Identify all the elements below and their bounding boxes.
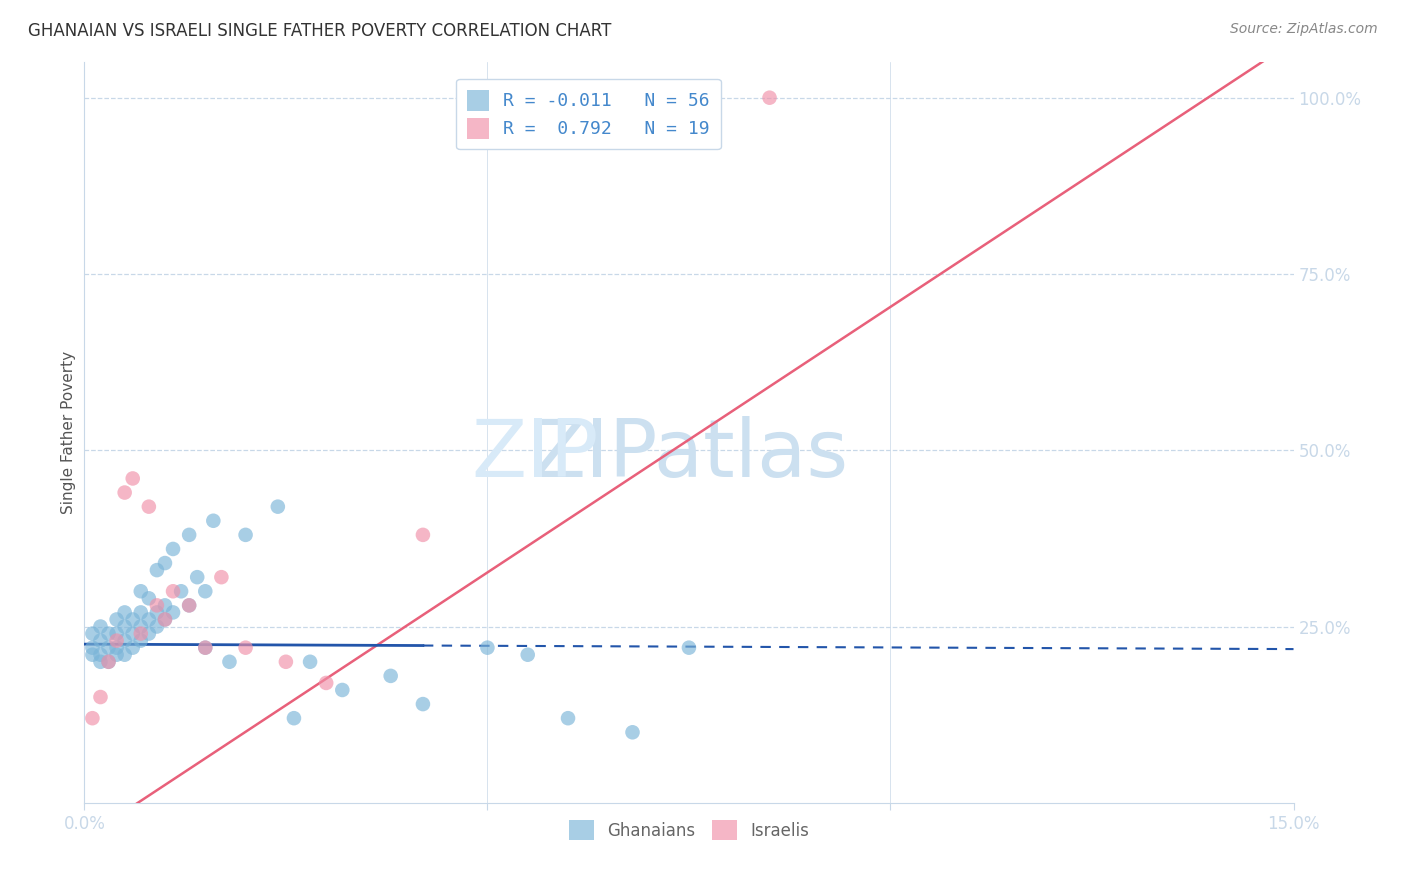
Point — [138, 591, 160, 606]
Point — [138, 500, 160, 514]
Point — [138, 626, 160, 640]
Point — [105, 626, 128, 640]
Point — [146, 606, 169, 620]
Point — [121, 471, 143, 485]
Point — [114, 485, 136, 500]
Point — [153, 612, 176, 626]
Point — [235, 528, 257, 542]
Point — [412, 528, 434, 542]
Point — [121, 612, 143, 626]
Point — [105, 640, 128, 655]
Point — [146, 619, 169, 633]
Point — [82, 711, 104, 725]
Point — [299, 655, 322, 669]
Point — [162, 584, 184, 599]
Point — [162, 541, 184, 556]
Point — [209, 570, 232, 584]
Point — [114, 606, 136, 620]
Point — [129, 584, 152, 599]
Point — [97, 655, 120, 669]
Point — [129, 606, 152, 620]
Point — [194, 584, 217, 599]
Point — [129, 633, 152, 648]
Point — [153, 556, 176, 570]
Point — [82, 640, 104, 655]
Point — [218, 655, 240, 669]
Point — [129, 626, 152, 640]
Point — [162, 606, 184, 620]
Point — [170, 584, 193, 599]
Point — [114, 633, 136, 648]
Point — [678, 640, 700, 655]
Point — [89, 633, 111, 648]
Point — [153, 612, 176, 626]
Point — [121, 626, 143, 640]
Text: ZIP: ZIP — [471, 416, 599, 494]
Point — [621, 725, 644, 739]
Point — [477, 640, 499, 655]
Point — [105, 648, 128, 662]
Point — [105, 633, 128, 648]
Point — [235, 640, 257, 655]
Point — [97, 655, 120, 669]
Point — [758, 91, 780, 105]
Point — [153, 599, 176, 613]
Point — [146, 563, 169, 577]
Point — [412, 697, 434, 711]
Point — [97, 626, 120, 640]
Point — [202, 514, 225, 528]
Text: GHANAIAN VS ISRAELI SINGLE FATHER POVERTY CORRELATION CHART: GHANAIAN VS ISRAELI SINGLE FATHER POVERT… — [28, 22, 612, 40]
Point — [82, 648, 104, 662]
Point — [179, 528, 201, 542]
Y-axis label: Single Father Poverty: Single Father Poverty — [60, 351, 76, 514]
Point — [194, 640, 217, 655]
Point — [179, 599, 201, 613]
Point — [114, 648, 136, 662]
Point — [89, 619, 111, 633]
Point — [89, 690, 111, 704]
Legend: Ghanaians, Israelis: Ghanaians, Israelis — [562, 814, 815, 847]
Point — [138, 612, 160, 626]
Point — [179, 599, 201, 613]
Point — [97, 640, 120, 655]
Point — [557, 711, 579, 725]
Point — [105, 612, 128, 626]
Point — [89, 655, 111, 669]
Point — [82, 626, 104, 640]
Point — [330, 683, 353, 698]
Point — [186, 570, 208, 584]
Point — [283, 711, 305, 725]
Point — [129, 619, 152, 633]
Point — [121, 640, 143, 655]
Point — [89, 648, 111, 662]
Point — [114, 619, 136, 633]
Point — [146, 599, 169, 613]
Point — [315, 676, 337, 690]
Point — [274, 655, 297, 669]
Text: Source: ZipAtlas.com: Source: ZipAtlas.com — [1230, 22, 1378, 37]
Point — [516, 648, 538, 662]
Point — [194, 640, 217, 655]
Text: ZIPatlas: ZIPatlas — [530, 416, 848, 494]
Point — [267, 500, 290, 514]
Point — [380, 669, 402, 683]
